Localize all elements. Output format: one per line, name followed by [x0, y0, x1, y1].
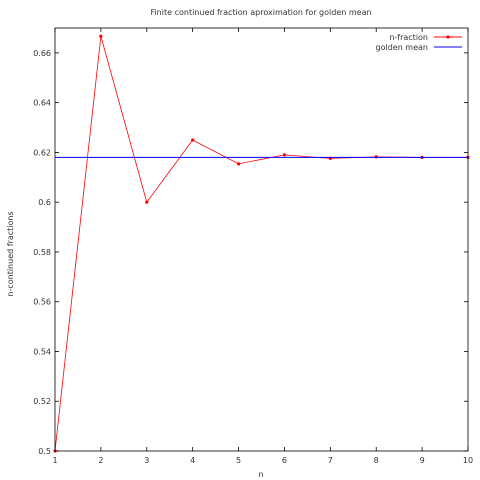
y-tick-label: 0.54: [33, 347, 51, 356]
y-tick-label: 0.66: [33, 49, 51, 58]
x-axis-label: n: [258, 470, 263, 479]
n-fraction-point: [236, 162, 241, 166]
x-tick-label: 1: [52, 456, 57, 465]
x-tick-label: 2: [98, 456, 103, 465]
y-tick-label: 0.64: [33, 99, 51, 108]
n-fraction-point: [282, 153, 287, 157]
n-fraction-point: [191, 138, 195, 142]
x-tick-label: 9: [420, 456, 425, 465]
x-tick-label: 8: [374, 456, 379, 465]
legend-label: golden mean: [376, 43, 429, 52]
y-tick-label: 0.58: [33, 248, 51, 257]
y-tick-label: 0.62: [33, 148, 51, 157]
x-tick-label: 5: [236, 456, 241, 465]
n-fraction-point: [99, 34, 103, 38]
x-tick-label: 3: [144, 456, 149, 465]
y-tick-label: 0.56: [33, 298, 51, 307]
x-tick-label: 10: [463, 456, 473, 465]
y-tick-label: 0.6: [38, 198, 51, 207]
x-tick-label: 7: [328, 456, 333, 465]
legend-label: n-fraction: [389, 33, 428, 42]
n-fraction-point: [145, 200, 149, 204]
y-tick-label: 0.52: [33, 397, 51, 406]
x-tick-label: 4: [190, 456, 195, 465]
series-layer: [53, 34, 470, 453]
x-tick-label: 6: [282, 456, 287, 465]
y-axis-label: n-continued fractions: [6, 211, 15, 296]
y-tick-label: 0.5: [38, 447, 51, 456]
plot-frame: [54, 27, 469, 452]
legend-marker: [446, 35, 450, 39]
chart-title: Finite continued fraction aproximation f…: [150, 8, 371, 17]
